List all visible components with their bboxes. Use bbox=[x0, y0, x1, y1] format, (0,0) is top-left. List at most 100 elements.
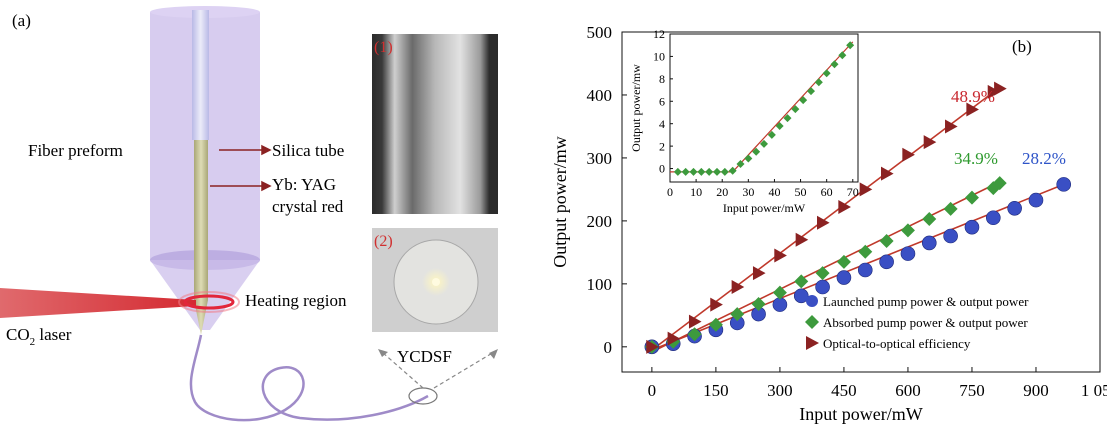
data-point-circle bbox=[943, 228, 958, 244]
x-tick-label: 70 bbox=[847, 185, 859, 199]
data-point-diamond bbox=[708, 317, 723, 332]
y-tick-label: 200 bbox=[587, 212, 613, 231]
data-point-diamond bbox=[794, 274, 809, 289]
data-point-diamond bbox=[992, 176, 1007, 191]
legend-label-absorbed: Absorbed pump power & output power bbox=[823, 315, 1028, 330]
yag-label-line2: crystal red bbox=[272, 197, 344, 216]
data-point-diamond bbox=[720, 167, 729, 176]
inset-xlabel: Input power/mW bbox=[723, 201, 806, 215]
data-point-diamond bbox=[689, 167, 698, 176]
y-tick-label: 4 bbox=[659, 117, 665, 131]
data-point-triangle bbox=[838, 200, 851, 215]
heating-region-label: Heating region bbox=[245, 291, 347, 310]
data-point-diamond bbox=[713, 167, 721, 176]
main-xlabel: Input power/mW bbox=[799, 404, 922, 424]
data-point-triangle bbox=[994, 81, 1007, 96]
inset-2: (2) bbox=[372, 228, 498, 332]
fiber bbox=[189, 334, 429, 422]
y-tick-label: 400 bbox=[587, 86, 613, 105]
x-tick-label: 10 bbox=[690, 185, 702, 199]
y-tick-label: 300 bbox=[587, 149, 613, 168]
x-tick-label: 60 bbox=[821, 185, 833, 199]
y-tick-label: 8 bbox=[659, 72, 665, 86]
data-point-triangle bbox=[966, 102, 979, 117]
data-point-circle bbox=[900, 246, 916, 261]
data-point-diamond bbox=[673, 167, 682, 176]
efficiency-label-blue: 28.2% bbox=[1022, 149, 1066, 168]
data-point-triangle bbox=[945, 119, 958, 134]
data-point-circle bbox=[857, 262, 873, 278]
data-point-diamond bbox=[752, 147, 761, 156]
x-tick-label: 20 bbox=[716, 185, 728, 199]
data-point-circle bbox=[1056, 177, 1072, 192]
x-tick-label: 450 bbox=[831, 381, 857, 400]
panel-a: (a) Silica tube Fiber preform Yb: YAG cr… bbox=[0, 6, 498, 422]
data-point-triangle bbox=[987, 84, 1001, 99]
data-point-diamond bbox=[830, 60, 839, 69]
heating-ring bbox=[183, 294, 235, 310]
data-point-diamond bbox=[681, 167, 690, 176]
x-tick-label: 600 bbox=[895, 381, 921, 400]
legend-label-launched: Launched pump power & output power bbox=[823, 294, 1029, 309]
efficiency-label-green: 34.9% bbox=[954, 149, 998, 168]
legend-item-efficiency: Optical-to-optical efficiency bbox=[806, 336, 971, 351]
x-tick-label: 300 bbox=[767, 381, 793, 400]
co2-laser-label: CO2 laser bbox=[6, 325, 72, 348]
data-point-diamond bbox=[922, 212, 937, 226]
y-tick-label: 0 bbox=[659, 162, 665, 176]
fiber-loop-marker bbox=[408, 387, 438, 405]
main-data-marks bbox=[644, 81, 1072, 355]
data-point-diamond bbox=[836, 254, 851, 269]
data-point-diamond bbox=[772, 285, 787, 300]
x-tick-label: 50 bbox=[795, 185, 807, 199]
data-point-triangle bbox=[859, 182, 873, 197]
data-point-triangle bbox=[688, 314, 702, 329]
inset-ylabel: Output power/mw bbox=[629, 64, 643, 152]
ycdsf-arrows bbox=[381, 351, 495, 389]
fit-line-2 bbox=[651, 86, 1001, 351]
data-point-diamond bbox=[705, 167, 714, 176]
data-point-diamond bbox=[744, 154, 753, 163]
x-tick-label: 30 bbox=[742, 185, 754, 199]
y-tick-label: 0 bbox=[604, 338, 613, 357]
data-point-diamond bbox=[964, 190, 979, 205]
main-plot-frame bbox=[621, 31, 1101, 373]
data-point-diamond bbox=[814, 78, 823, 87]
x-tick-label: 0 bbox=[667, 185, 673, 199]
data-point-triangle bbox=[902, 147, 915, 162]
data-point-circle bbox=[836, 270, 852, 285]
data-point-triangle bbox=[774, 248, 787, 263]
data-point-triangle bbox=[795, 232, 809, 247]
silica-tube bbox=[192, 10, 209, 140]
legend-label-efficiency: Optical-to-optical efficiency bbox=[823, 336, 971, 351]
data-point-diamond bbox=[767, 130, 776, 139]
data-point-triangle bbox=[646, 339, 659, 354]
data-point-triangle bbox=[731, 280, 745, 294]
y-tick-label: 10 bbox=[653, 50, 665, 64]
data-point-diamond bbox=[943, 201, 958, 216]
data-point-triangle bbox=[816, 215, 830, 230]
data-point-circle bbox=[964, 219, 980, 235]
data-point-triangle bbox=[710, 297, 723, 312]
data-point-triangle bbox=[881, 166, 894, 181]
inset-2-label: (2) bbox=[374, 233, 393, 250]
data-point-diamond bbox=[687, 327, 702, 342]
inset-data-marks bbox=[673, 41, 855, 176]
data-point-diamond bbox=[799, 96, 808, 105]
y-tick-label: 6 bbox=[659, 94, 665, 108]
data-point-triangle bbox=[752, 266, 766, 281]
data-point-diamond bbox=[879, 234, 894, 249]
fit-line-1 bbox=[651, 181, 1001, 353]
silica-tube-label: Silica tube bbox=[272, 141, 344, 160]
x-tick-label: 150 bbox=[703, 381, 729, 400]
yag-crystal-rod bbox=[194, 140, 208, 335]
data-point-diamond bbox=[822, 69, 831, 78]
data-point-triangle bbox=[923, 135, 937, 150]
x-tick-label: 1 050 bbox=[1081, 381, 1107, 400]
legend: Launched pump power & output power Absor… bbox=[805, 294, 1029, 351]
data-point-circle bbox=[921, 235, 937, 251]
